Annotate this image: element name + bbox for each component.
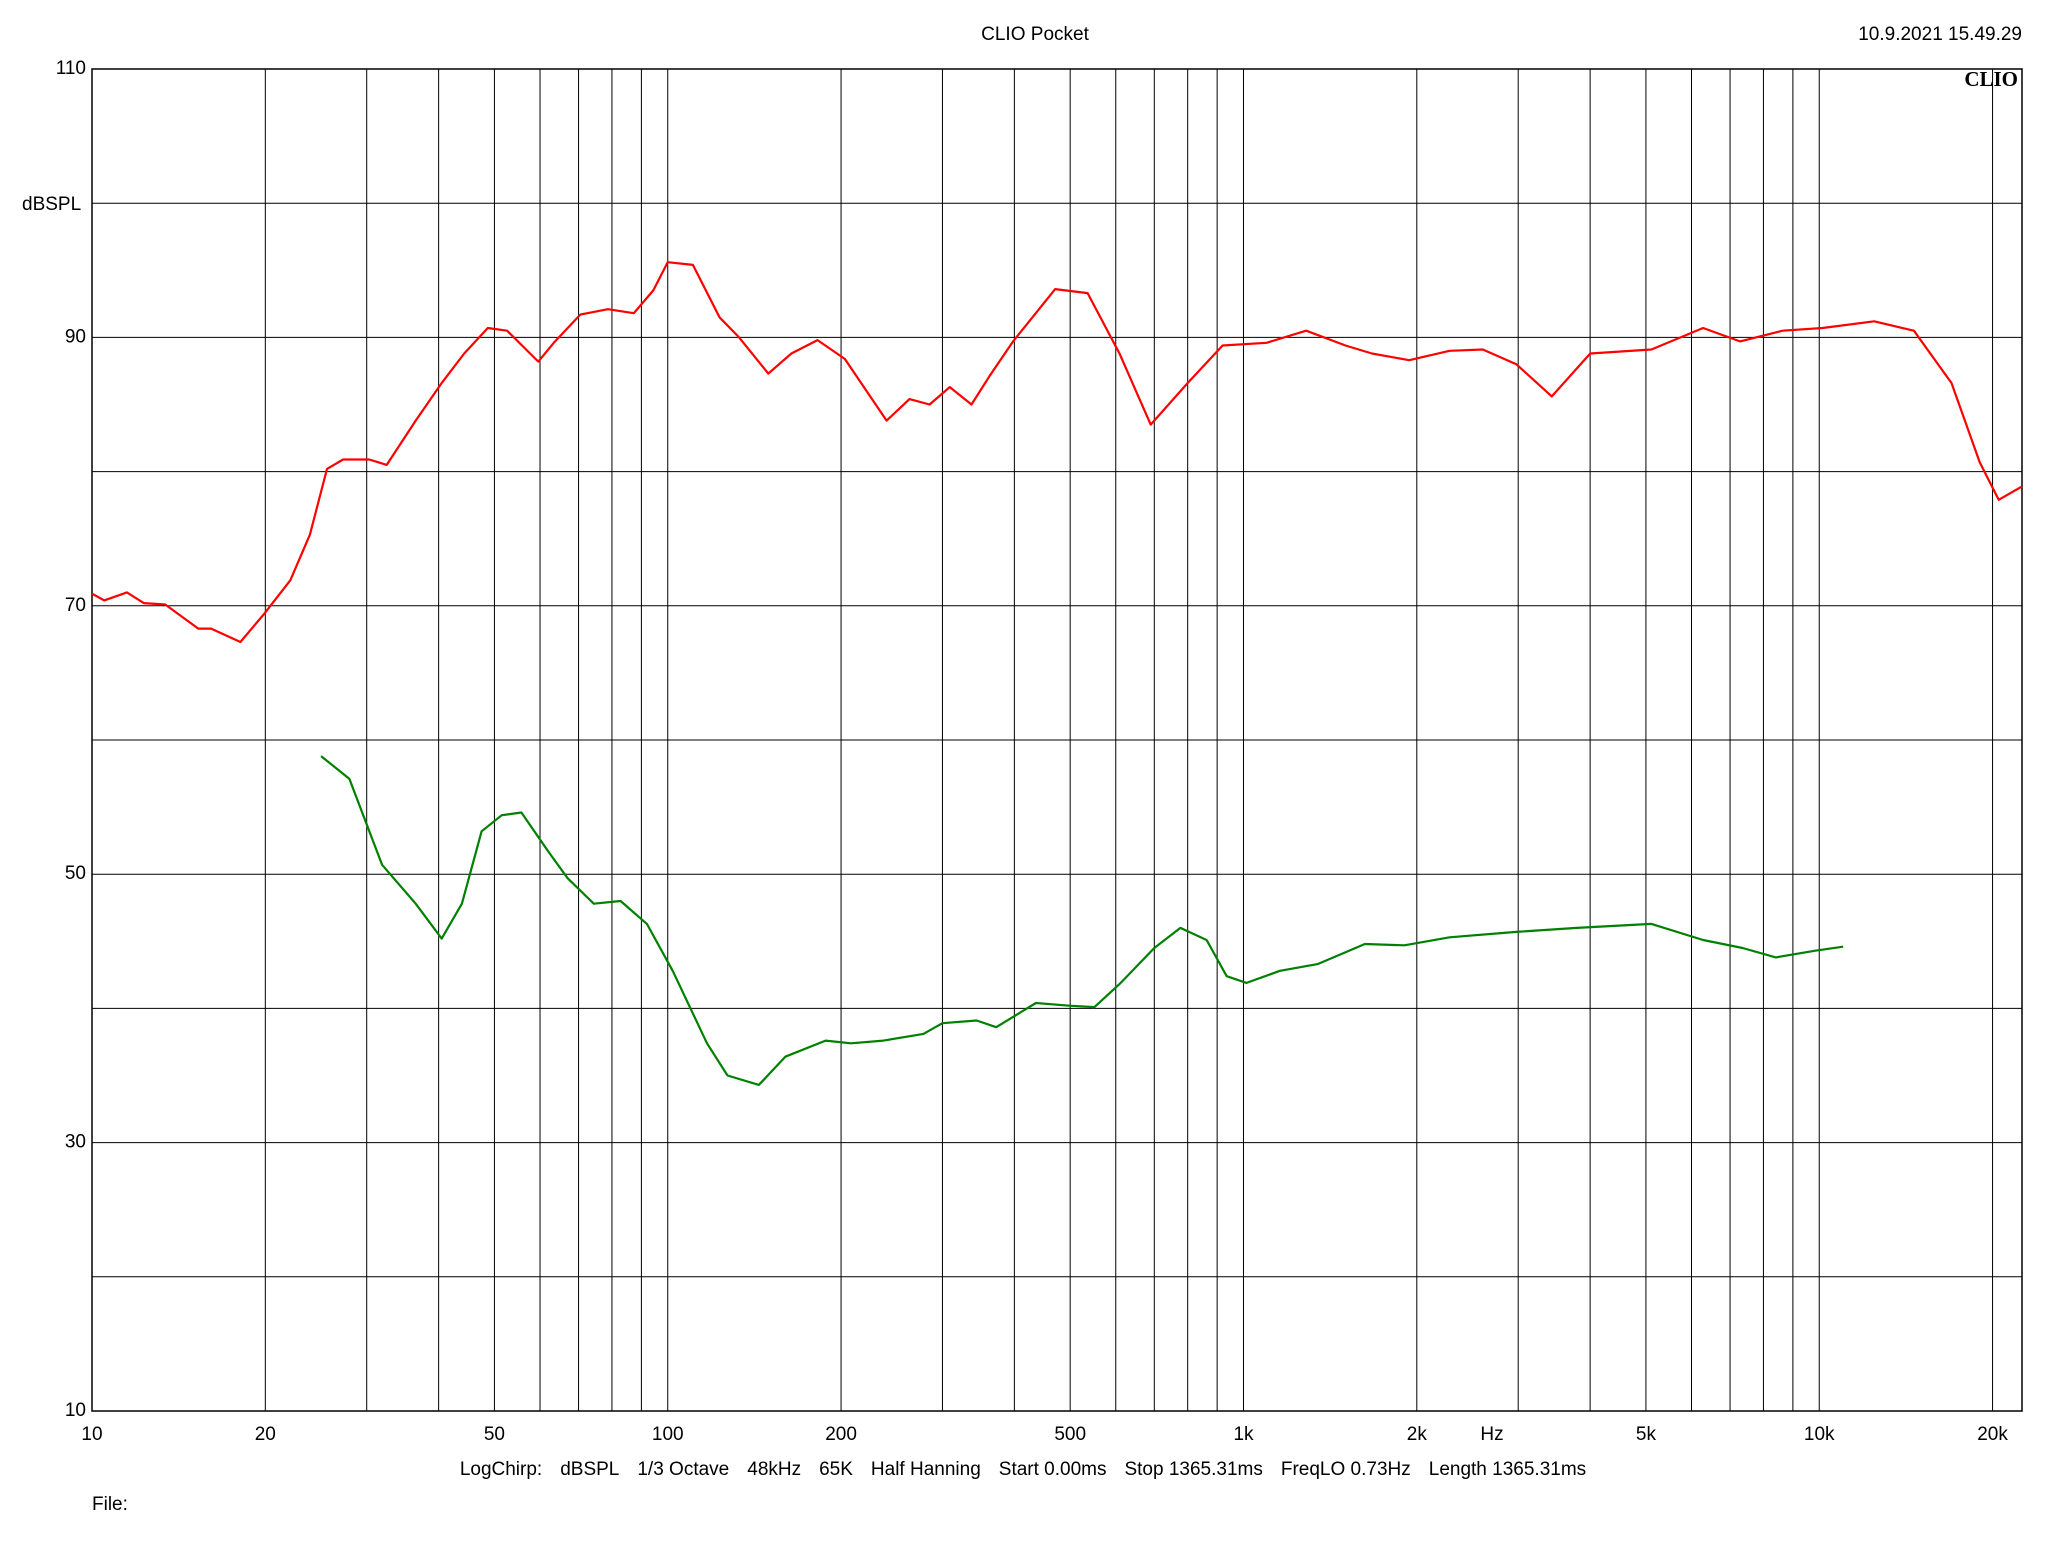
x-tick-label: 5k: [1636, 1424, 1657, 1445]
x-tick-label: 1k: [1233, 1424, 1254, 1445]
timestamp: 10.9.2021 15.49.29: [1858, 24, 2022, 45]
footer-item: 48kHz: [747, 1459, 801, 1480]
footer-item: 65K: [819, 1459, 853, 1480]
footer-item: Stop 1365.31ms: [1124, 1459, 1262, 1480]
x-axis-label: Hz: [1480, 1424, 1503, 1445]
footer-item: LogChirp:: [460, 1459, 542, 1480]
x-tick-label: 20: [255, 1424, 276, 1445]
footer-item: Half Hanning: [871, 1459, 981, 1480]
x-tick-label: 2k: [1407, 1424, 1428, 1445]
plot-frame: [91, 68, 2023, 1412]
x-tick-label: 50: [484, 1424, 505, 1445]
file-label: File:: [92, 1494, 128, 1515]
footer-item: Start 0.00ms: [999, 1459, 1107, 1480]
y-axis-label: dBSPL: [22, 194, 81, 215]
chart-title: CLIO Pocket: [981, 24, 1089, 45]
y-tick-label: 10: [65, 1400, 86, 1421]
y-tick-label: 70: [65, 595, 86, 616]
x-tick-label: 10k: [1804, 1424, 1835, 1445]
footer-item: dBSPL: [560, 1459, 619, 1480]
y-tick-label: 110: [56, 58, 86, 79]
y-tick-label: 30: [65, 1132, 86, 1153]
settings-footer: LogChirp: dBSPL 1/3 Octave 48kHz 65K Half Han…: [460, 1459, 1586, 1480]
x-tick-label: 20k: [1977, 1424, 2008, 1445]
series-line: [91, 261, 2023, 644]
footer-item: Length 1365.31ms: [1429, 1459, 1586, 1480]
y-tick-label: 90: [65, 326, 86, 347]
footer-item: 1/3 Octave: [637, 1459, 729, 1480]
x-tick-label: 500: [1054, 1424, 1086, 1445]
x-tick-label: 10: [81, 1424, 102, 1445]
x-tick-label: 200: [825, 1424, 857, 1445]
x-tick-label: 100: [652, 1424, 684, 1445]
logo: CLIO: [1964, 67, 2018, 91]
y-tick-label: 50: [65, 863, 86, 884]
series-line: [320, 755, 1844, 1086]
footer-item: FreqLO 0.73Hz: [1281, 1459, 1411, 1480]
